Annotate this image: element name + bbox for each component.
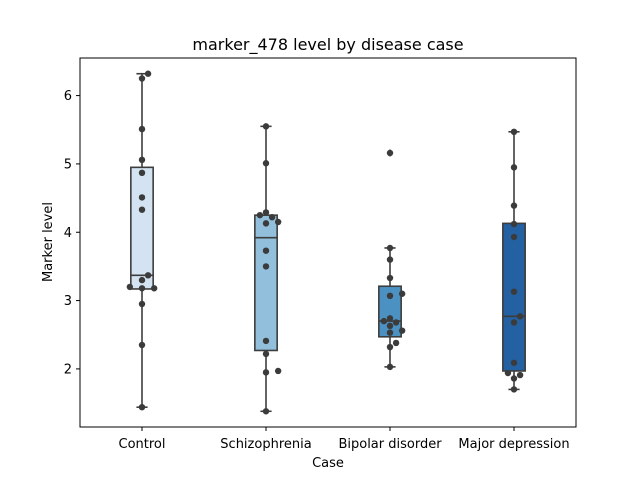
box-schizophrenia	[254, 214, 278, 352]
box-control	[130, 166, 154, 290]
data-point	[138, 206, 146, 213]
data-point	[386, 329, 394, 336]
data-point	[392, 339, 400, 347]
chart-title: marker_478 level by disease case	[192, 35, 463, 55]
data-point	[386, 256, 394, 263]
data-point	[262, 123, 270, 130]
y-tick-label: 2	[64, 362, 72, 377]
data-point	[510, 202, 518, 209]
data-point	[510, 220, 518, 228]
data-point	[510, 375, 518, 382]
x-axis-label: Case	[312, 456, 344, 471]
y-tick-label: 6	[64, 89, 72, 104]
data-point	[138, 300, 146, 308]
data-point	[138, 276, 146, 284]
x-tick-label: Major depression	[458, 437, 569, 452]
data-point	[138, 403, 146, 411]
data-point	[138, 341, 146, 349]
data-point	[386, 343, 394, 351]
data-point	[386, 244, 394, 252]
data-point	[380, 317, 388, 325]
data-point	[150, 285, 158, 292]
data-point	[386, 292, 394, 299]
data-point	[138, 169, 146, 176]
x-tick-label: Bipolar disorder	[338, 437, 442, 452]
x-tick-label: Control	[119, 437, 166, 452]
data-point	[516, 313, 524, 320]
data-point	[262, 369, 270, 376]
data-point	[262, 350, 270, 358]
data-point	[274, 367, 282, 375]
data-point	[386, 274, 394, 282]
data-point	[144, 70, 152, 77]
data-point	[138, 125, 146, 133]
data-point	[138, 285, 146, 292]
data-point	[510, 128, 518, 135]
data-point	[386, 322, 394, 330]
data-point	[510, 386, 518, 393]
data-point	[262, 209, 270, 216]
data-point	[144, 272, 152, 279]
data-point	[262, 220, 270, 227]
data-point	[510, 233, 518, 241]
y-axis-label: Marker level	[41, 202, 56, 282]
data-point	[256, 211, 264, 219]
data-point	[262, 337, 270, 345]
data-point	[510, 288, 518, 295]
x-tick-label: Schizophrenia	[220, 437, 311, 452]
box-major-depression	[502, 222, 526, 372]
data-point	[386, 363, 394, 371]
data-point	[392, 319, 400, 326]
data-point	[398, 290, 406, 297]
data-point	[398, 327, 406, 334]
data-point	[126, 283, 134, 291]
data-point	[386, 315, 394, 322]
data-point	[262, 160, 270, 167]
data-point	[510, 164, 518, 171]
data-point	[138, 194, 146, 201]
data-point	[386, 149, 394, 157]
data-point	[138, 75, 146, 82]
data-point	[262, 263, 270, 270]
y-tick-label: 5	[64, 157, 72, 172]
y-tick-label: 3	[64, 294, 72, 309]
data-point	[504, 369, 512, 377]
data-point	[274, 218, 282, 226]
data-point	[262, 247, 270, 254]
data-point	[510, 359, 518, 366]
data-point	[262, 408, 270, 415]
plot-frame	[79, 57, 577, 428]
data-point	[268, 214, 276, 221]
data-point	[510, 319, 518, 326]
data-point	[516, 371, 524, 379]
y-tick-label: 4	[64, 226, 72, 241]
data-point	[138, 156, 146, 164]
